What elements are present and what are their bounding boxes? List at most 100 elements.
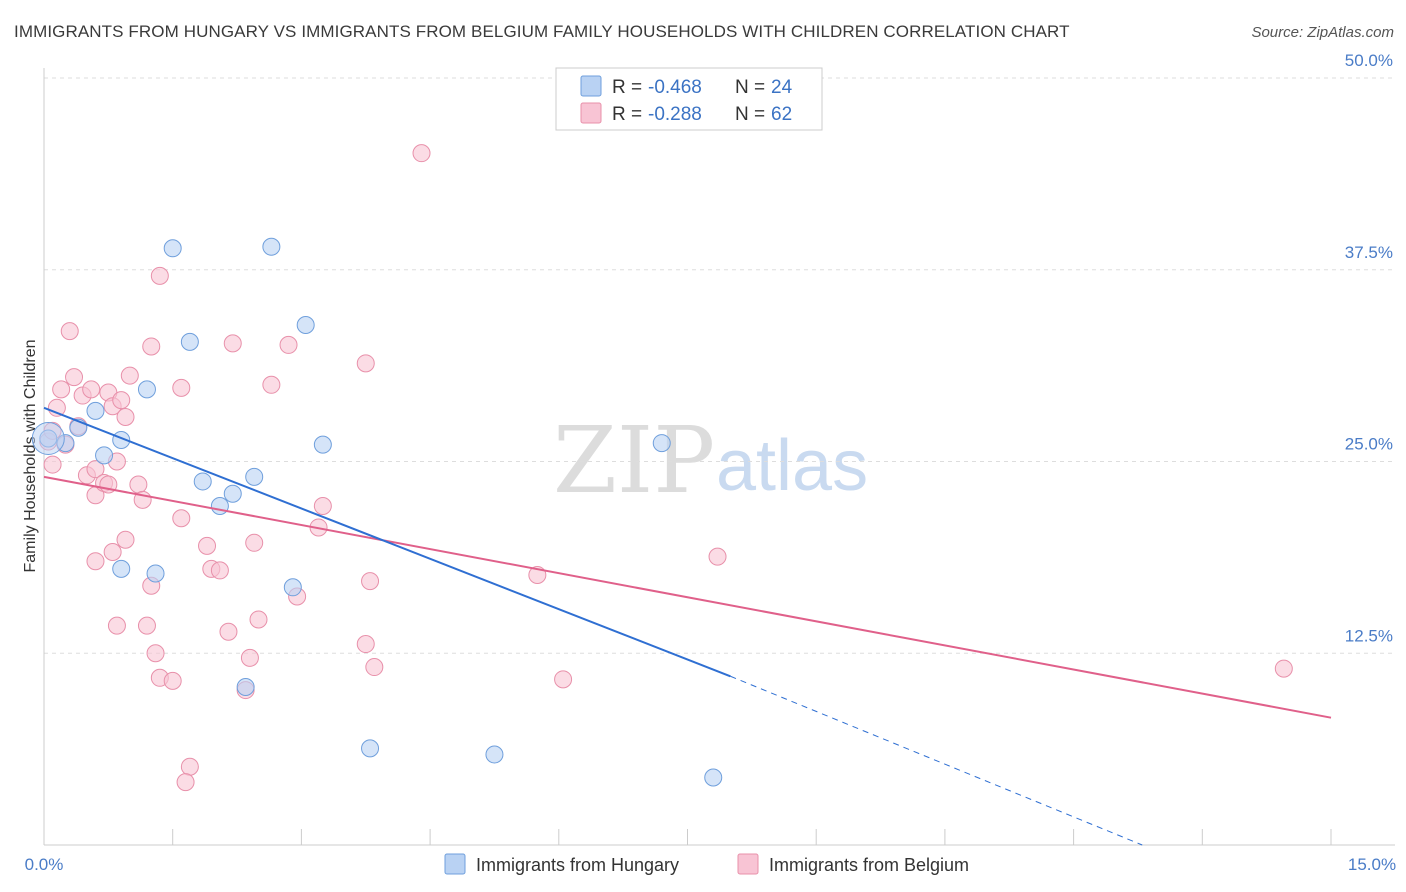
- belgium-point: [356, 354, 375, 373]
- belgium-point: [708, 547, 727, 566]
- belgium-point: [120, 366, 139, 385]
- belgium-point: [245, 533, 264, 552]
- belgium-point: [279, 335, 298, 354]
- belgium-point: [240, 648, 259, 667]
- hungary-point: [485, 745, 504, 764]
- watermark-atlas: atlas: [716, 426, 868, 506]
- hungary-point: [137, 380, 156, 399]
- y-tick-label: 50.0%: [1345, 51, 1393, 70]
- chart-title: IMMIGRANTS FROM HUNGARY VS IMMIGRANTS FR…: [14, 22, 1070, 41]
- y-axis-label: Family Households with Children: [22, 340, 39, 573]
- hungary-point: [163, 239, 182, 258]
- hungary-r-value: -0.468: [648, 77, 702, 98]
- belgium-point: [1274, 659, 1293, 678]
- hungary-point: [112, 559, 131, 578]
- hungary-point: [223, 484, 242, 503]
- belgium-point: [163, 671, 182, 690]
- hungary-point: [193, 472, 212, 491]
- belgium-point: [313, 496, 332, 515]
- legend-belgium-label: Immigrants from Belgium: [769, 855, 969, 875]
- belgium-point: [86, 552, 105, 571]
- belgium-point: [65, 368, 84, 387]
- hungary-point: [146, 564, 165, 583]
- hungary-point: [245, 467, 264, 486]
- hungary-points: [31, 237, 723, 787]
- belgium-point: [142, 337, 161, 356]
- hungary-point: [236, 677, 255, 696]
- belgium-point: [210, 561, 229, 580]
- legend-hungary-label: Immigrants from Hungary: [476, 855, 679, 875]
- belgium-r-value: -0.288: [648, 104, 702, 125]
- belgium-point: [60, 322, 79, 341]
- hungary-point: [283, 578, 302, 597]
- hungary-point: [86, 401, 105, 420]
- belgium-point: [176, 773, 195, 792]
- source-label: Source: ZipAtlas.com: [1251, 24, 1394, 41]
- belgium-point: [137, 616, 156, 635]
- belgium-trendline: [43, 475, 1332, 719]
- hungary-point: [704, 768, 723, 787]
- gridlines: [44, 77, 1395, 654]
- hungary-n-value: 24: [771, 77, 793, 98]
- belgium-point: [249, 610, 268, 629]
- hungary-trendline: [43, 406, 731, 678]
- hungary-n-label: N =: [735, 77, 765, 98]
- hungary-swatch: [580, 75, 602, 97]
- belgium-point: [146, 644, 165, 663]
- belgium-point: [554, 670, 573, 689]
- legend-belgium-swatch: [737, 853, 759, 875]
- belgium-point: [116, 408, 135, 427]
- watermark-zip: ZIP: [553, 407, 715, 514]
- belgium-point: [172, 509, 191, 528]
- hungary-point: [210, 496, 229, 515]
- belgium-point: [103, 543, 122, 562]
- trendlines: [43, 406, 1332, 846]
- y-tick-label: 12.5%: [1345, 626, 1393, 645]
- hungary-point-large: [31, 421, 65, 455]
- y-tick-labels: 12.5% 25.0% 37.5% 50.0%: [1345, 51, 1393, 645]
- belgium-points: [39, 144, 1293, 792]
- belgium-point: [107, 616, 126, 635]
- belgium-point: [356, 635, 375, 654]
- belgium-point: [180, 757, 199, 776]
- belgium-point: [262, 375, 281, 394]
- belgium-point: [361, 572, 380, 591]
- belgium-r-label: R =: [612, 104, 642, 125]
- hungary-trendline-extension: [730, 675, 1143, 846]
- belgium-point: [172, 378, 191, 397]
- belgium-point: [86, 460, 105, 479]
- x-tick-label-max: 15.0%: [1348, 855, 1396, 874]
- hungary-point: [262, 237, 281, 256]
- y-tick-label: 37.5%: [1345, 243, 1393, 262]
- belgium-n-label: N =: [735, 104, 765, 125]
- belgium-point: [52, 380, 71, 399]
- hungary-point: [296, 315, 315, 334]
- x-tick-label-min: 0.0%: [25, 855, 64, 874]
- belgium-n-value: 62: [771, 104, 792, 125]
- hungary-point: [180, 332, 199, 351]
- hungary-point: [361, 739, 380, 758]
- belgium-point: [82, 380, 101, 399]
- hungary-point: [95, 446, 114, 465]
- belgium-point: [129, 475, 148, 494]
- hungary-point: [313, 435, 332, 454]
- belgium-point: [219, 622, 238, 641]
- belgium-point: [112, 391, 131, 410]
- y-tick-label: 25.0%: [1345, 435, 1393, 454]
- belgium-point: [198, 536, 217, 555]
- belgium-point: [365, 658, 384, 677]
- hungary-point: [652, 434, 671, 453]
- belgium-point: [116, 530, 135, 549]
- belgium-point: [43, 455, 62, 474]
- belgium-swatch: [580, 102, 602, 124]
- belgium-point: [223, 334, 242, 353]
- series-legend: Immigrants from Hungary Immigrants from …: [444, 853, 969, 875]
- watermark: ZIP atlas: [553, 407, 868, 514]
- x-ticks: [43, 829, 1332, 845]
- hungary-r-label: R =: [612, 77, 642, 98]
- belgium-point: [150, 266, 169, 285]
- belgium-point: [412, 144, 431, 163]
- stats-legend: R = -0.468 N = 24 R = -0.288 N = 62: [555, 67, 823, 131]
- legend-hungary-swatch: [444, 853, 466, 875]
